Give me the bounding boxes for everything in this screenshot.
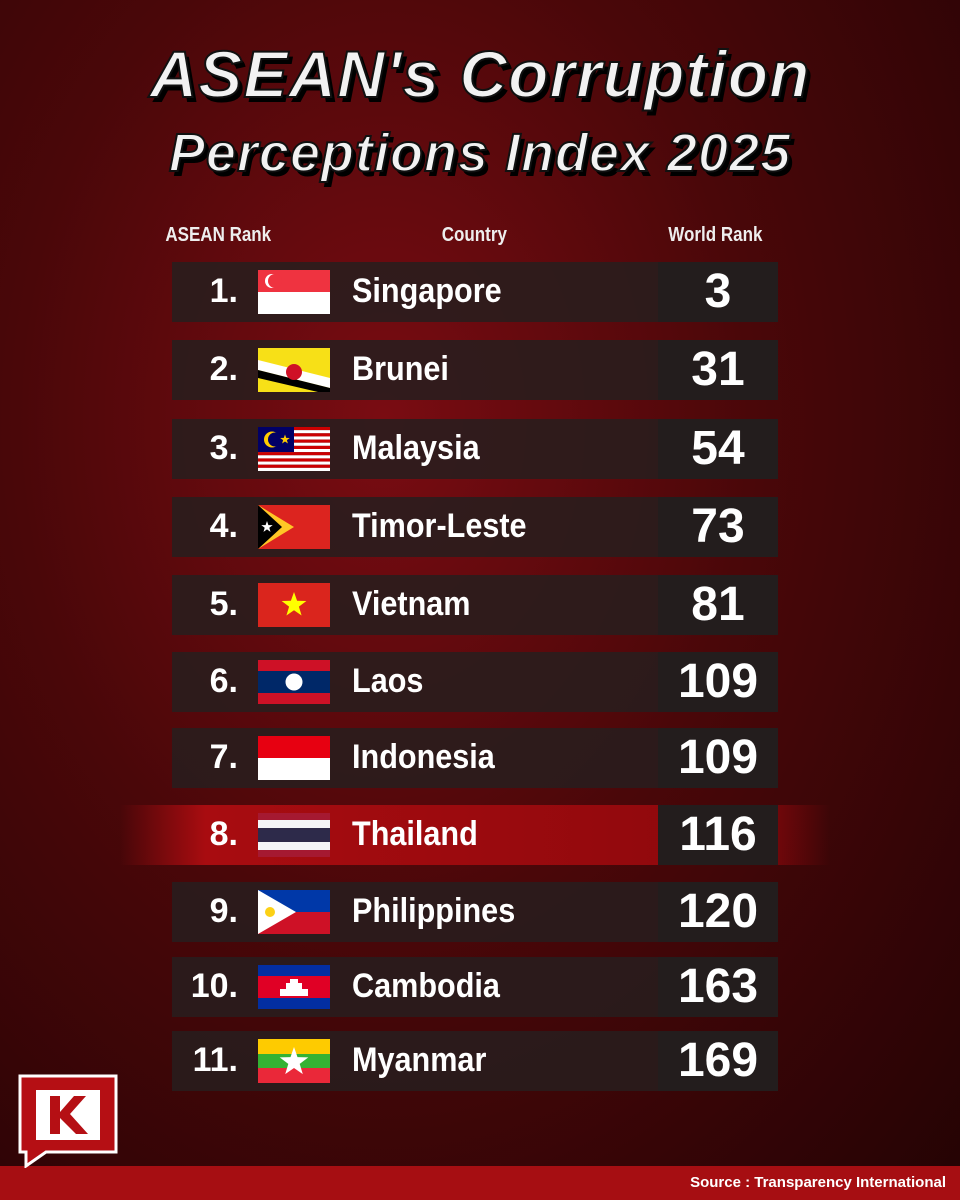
asean-rank: 2. bbox=[209, 350, 238, 388]
country-name: Cambodia bbox=[352, 967, 500, 1005]
source: Source : Transparency International bbox=[690, 1174, 946, 1191]
world-rank: 116 bbox=[679, 808, 757, 861]
world-rank: 169 bbox=[677, 1034, 759, 1087]
flag bbox=[258, 427, 330, 471]
world-rank-cell bbox=[658, 575, 778, 635]
world-rank: 31 bbox=[691, 343, 745, 396]
world-rank-cell bbox=[658, 497, 778, 557]
flag bbox=[258, 1039, 330, 1083]
asean-rank: 9. bbox=[209, 892, 238, 930]
world-rank: 109 bbox=[677, 731, 759, 784]
country-name: Timor-Leste bbox=[352, 507, 527, 545]
asean-rank: 8. bbox=[209, 815, 238, 853]
footer-bar bbox=[0, 1166, 960, 1200]
logo bbox=[18, 1074, 118, 1168]
world-rank: 163 bbox=[677, 960, 759, 1013]
country-name: Laos bbox=[352, 662, 424, 700]
asean-rank: 1. bbox=[209, 272, 238, 310]
world-rank-cell bbox=[658, 652, 778, 712]
world-rank-cell bbox=[658, 262, 778, 322]
country-name: Brunei bbox=[352, 350, 449, 388]
asean-rank: 11. bbox=[192, 1041, 238, 1079]
country-name: Singapore bbox=[352, 272, 502, 310]
flag bbox=[258, 583, 330, 627]
asean-rank: 6. bbox=[209, 662, 238, 700]
column-header: World Rank bbox=[668, 224, 763, 246]
world-rank-cell bbox=[658, 1031, 778, 1091]
asean-rank: 4. bbox=[209, 507, 238, 545]
flag bbox=[258, 660, 330, 704]
country-name: Malaysia bbox=[352, 429, 480, 467]
flag bbox=[258, 736, 330, 780]
world-rank: 109 bbox=[677, 655, 759, 708]
world-rank-cell bbox=[658, 957, 778, 1017]
asean-rank: 3. bbox=[209, 429, 238, 467]
world-rank-cell bbox=[658, 805, 778, 865]
flag bbox=[258, 348, 330, 392]
flag bbox=[258, 813, 330, 857]
country-name: Myanmar bbox=[352, 1041, 487, 1079]
country-name: Thailand bbox=[352, 815, 478, 853]
world-rank-cell bbox=[658, 340, 778, 400]
title: Perceptions Index 2025 bbox=[168, 122, 792, 184]
world-rank-cell bbox=[658, 728, 778, 788]
flag bbox=[258, 505, 330, 549]
column-header: ASEAN Rank bbox=[165, 224, 272, 246]
asean-rank: 10. bbox=[190, 967, 238, 1005]
world-rank: 73 bbox=[691, 500, 745, 553]
flag bbox=[258, 890, 330, 934]
world-rank-cell bbox=[658, 419, 778, 479]
country-name: Indonesia bbox=[352, 738, 495, 776]
world-rank: 120 bbox=[677, 885, 759, 938]
title: ASEAN's Corruption bbox=[149, 36, 811, 112]
flag bbox=[258, 270, 330, 314]
asean-rank: 5. bbox=[209, 585, 238, 623]
column-header: Country bbox=[441, 224, 507, 246]
country-name: Philippines bbox=[352, 892, 516, 930]
country-name: Vietnam bbox=[352, 585, 471, 623]
asean-rank: 7. bbox=[209, 738, 238, 776]
world-rank-cell bbox=[658, 882, 778, 942]
world-rank: 81 bbox=[691, 578, 745, 631]
world-rank: 3 bbox=[704, 265, 732, 318]
flag bbox=[258, 965, 330, 1009]
world-rank: 54 bbox=[691, 422, 745, 475]
